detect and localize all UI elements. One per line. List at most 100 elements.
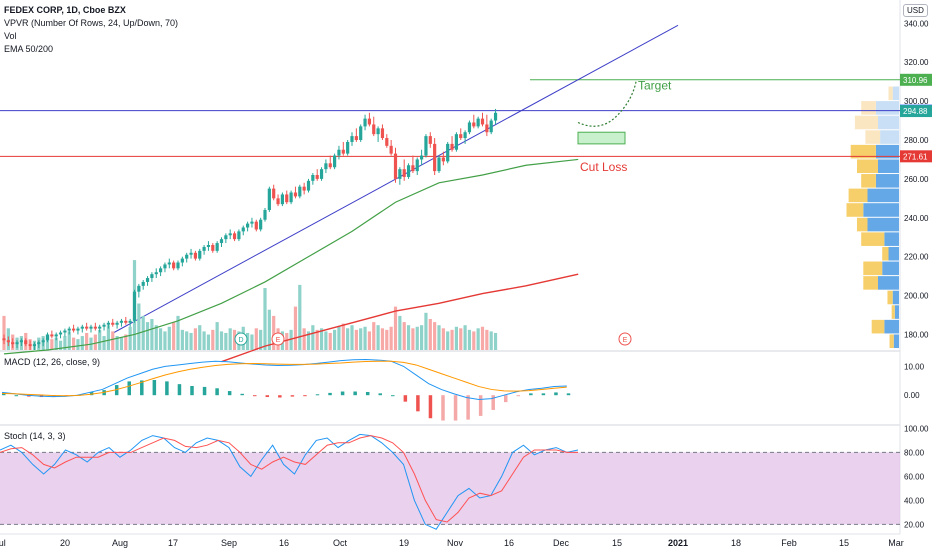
macd-histogram-bar — [504, 395, 508, 403]
candle-body — [463, 132, 467, 139]
candle-body — [446, 143, 450, 162]
volume-bar — [115, 336, 119, 350]
macd-histogram-bar — [303, 395, 307, 397]
stoch-d-line — [0, 435, 578, 523]
volume-bar — [346, 328, 350, 350]
time-tick-label: Feb — [781, 538, 797, 548]
candle-body — [280, 194, 284, 205]
candle-body — [63, 330, 67, 333]
candle-body — [80, 326, 84, 329]
volume-bar — [450, 329, 454, 350]
volume-bar — [154, 325, 158, 350]
candle-body — [219, 239, 224, 244]
time-tick-label: Nov — [446, 538, 464, 548]
candle-body — [45, 334, 50, 341]
event-marker-label: E — [276, 337, 281, 344]
volume-bar — [106, 325, 110, 350]
volume-bar — [393, 306, 398, 350]
candle-body — [72, 328, 76, 331]
candle-body — [215, 243, 219, 251]
volume-bar — [315, 329, 319, 350]
volume-bar — [302, 328, 306, 350]
macd-histogram-bar — [27, 395, 31, 397]
indicator-vol[interactable]: Vol — [4, 31, 17, 41]
event-marker — [271, 332, 285, 346]
volume-bar — [437, 325, 441, 350]
macd-label[interactable]: MACD (12, 26, close, 9) — [4, 357, 101, 367]
vpvr-up-bar — [878, 115, 899, 130]
candle-body — [467, 122, 472, 133]
volume-bar — [319, 328, 324, 350]
time-tick-label: 19 — [398, 538, 410, 548]
stoch-tick-label: 40.00 — [904, 496, 925, 505]
volume-bar — [224, 332, 228, 350]
candle-body — [37, 342, 41, 345]
volume-bar — [150, 319, 154, 350]
candle-body — [389, 145, 393, 154]
vpvr-down-bar — [861, 101, 876, 115]
macd-histogram-bar — [2, 393, 6, 396]
volume-bar — [189, 332, 193, 350]
time-tick-label: 20 — [59, 538, 71, 548]
volume-bar — [259, 329, 263, 350]
volume-bar — [420, 325, 424, 350]
vpvr-up-bar — [875, 101, 899, 115]
stoch-label[interactable]: Stoch (14, 3, 3) — [4, 431, 66, 441]
vpvr-down-bar — [888, 86, 893, 101]
volume-bar — [333, 329, 337, 350]
volume-bar — [254, 328, 258, 350]
volume-bar — [467, 329, 472, 350]
volume-bar — [246, 332, 250, 350]
candle-body — [493, 112, 498, 121]
candle-body — [89, 326, 93, 329]
candle-body — [354, 136, 358, 140]
candle-body — [315, 175, 319, 179]
candle-body — [393, 153, 398, 179]
volume-bar — [480, 326, 485, 350]
candle-body — [150, 274, 154, 279]
volume-bar — [211, 329, 215, 350]
volume-bar — [424, 312, 428, 350]
macd-histogram-bar — [428, 395, 433, 419]
candle-body — [359, 126, 363, 140]
vpvr-down-bar — [857, 159, 878, 174]
indicator-ema[interactable]: EMA 50/200 — [4, 44, 54, 54]
indicator-vpvr[interactable]: VPVR (Number Of Rows, 24, Up/Down, 70) — [4, 18, 179, 28]
volume-bar — [63, 336, 67, 350]
time-tick-label: Aug — [111, 538, 129, 548]
candle-body — [346, 141, 350, 154]
candle-body — [285, 194, 289, 203]
stoch-tick-label: 80.00 — [904, 448, 925, 457]
macd-histogram-bar — [391, 395, 395, 397]
volume-bar — [111, 331, 115, 350]
volume-bar — [141, 315, 145, 350]
volume-bar — [376, 325, 380, 350]
price-tag — [900, 105, 932, 118]
candle-body — [180, 258, 184, 263]
vpvr-up-bar — [867, 188, 899, 203]
candle-body — [228, 233, 232, 236]
candle-body — [241, 227, 245, 232]
volume-bar — [411, 328, 415, 350]
time-tick-label: Oct — [332, 538, 348, 548]
candle-body — [50, 334, 54, 337]
vpvr-down-bar — [854, 115, 878, 130]
volume-bar — [463, 325, 467, 350]
volume-bar — [263, 288, 267, 350]
candle-body — [115, 322, 119, 325]
macd-histogram-bar — [529, 393, 533, 396]
macd-histogram-bar — [541, 393, 546, 396]
currency-badge[interactable]: USD — [903, 4, 928, 17]
candle-body — [2, 338, 6, 341]
volume-bar — [159, 328, 163, 350]
ema50-line — [3, 158, 579, 355]
vpvr-down-bar — [846, 203, 864, 217]
volume-bar — [476, 328, 480, 350]
macd-histogram-bar — [89, 391, 94, 396]
volume-bar — [250, 334, 254, 350]
candle-body — [402, 169, 406, 177]
volume-bar — [454, 326, 458, 350]
candle-body — [298, 186, 302, 197]
price-tick-label: 220.00 — [904, 253, 929, 262]
candle-body — [111, 322, 115, 325]
